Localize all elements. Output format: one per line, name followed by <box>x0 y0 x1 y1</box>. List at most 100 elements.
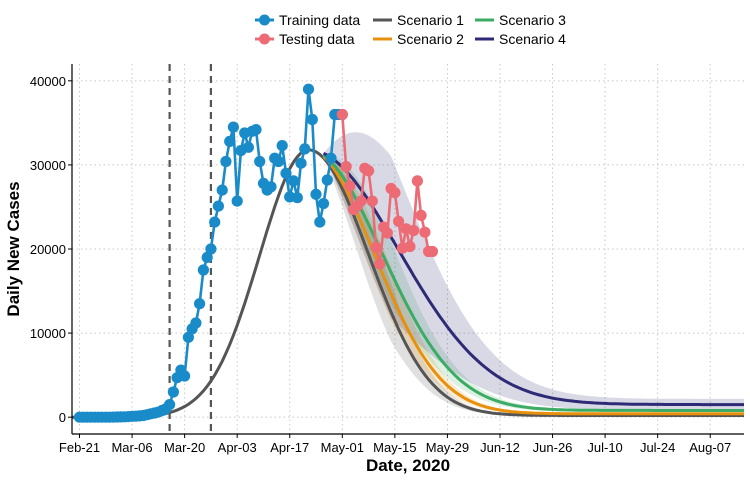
legend-label: Scenario 3 <box>499 12 566 28</box>
band-scenario-4 <box>323 132 744 411</box>
plot-area <box>72 64 744 434</box>
legend-label: Training data <box>279 12 360 28</box>
data-point <box>370 241 382 253</box>
legend-label: Scenario 2 <box>397 31 464 47</box>
data-point <box>426 245 438 258</box>
data-point <box>408 224 420 237</box>
data-point <box>182 331 194 343</box>
data-point <box>363 165 375 177</box>
legend-item-testing-data: Testing data <box>255 31 355 47</box>
y-tick-label: 40000 <box>30 74 66 89</box>
x-tick-label: Aug-07 <box>689 440 731 455</box>
data-point <box>340 161 352 173</box>
x-tick-label: Jun-26 <box>533 440 573 455</box>
series-training-data <box>73 83 348 423</box>
legend-marker <box>259 14 270 26</box>
data-point <box>179 370 191 382</box>
grid <box>72 64 744 434</box>
data-point <box>276 140 288 152</box>
y-tick-label: 0 <box>59 410 66 425</box>
legend-item-scenario-3: Scenario 3 <box>475 12 566 28</box>
y-tick-label: 30000 <box>30 158 66 173</box>
legend-label: Testing data <box>279 31 355 47</box>
data-point <box>325 152 337 164</box>
x-tick-label: Apr-17 <box>270 440 309 455</box>
x-tick-label: Jun-12 <box>480 440 520 455</box>
data-point <box>265 181 277 193</box>
x-axis-title: Date, 2020 <box>366 456 450 475</box>
data-point <box>216 184 228 196</box>
y-axis-title: Daily New Cases <box>4 181 23 316</box>
data-point <box>164 399 176 411</box>
data-point <box>314 216 326 228</box>
data-point <box>280 167 292 179</box>
data-point <box>194 298 206 310</box>
legend-item-scenario-1: Scenario 1 <box>373 12 464 28</box>
data-point <box>355 195 367 207</box>
data-point <box>231 195 243 207</box>
legend-label: Scenario 1 <box>397 12 464 28</box>
data-point <box>302 83 315 95</box>
data-point <box>201 251 213 263</box>
data-point <box>393 215 405 227</box>
line-scenario-1 <box>72 148 744 419</box>
data-point <box>306 113 318 126</box>
x-tick-label: Jul-24 <box>640 440 675 455</box>
scenario-lines <box>72 148 744 419</box>
data-point <box>220 155 232 168</box>
x-tick-label: May-29 <box>426 440 469 455</box>
data-point <box>336 108 348 121</box>
x-tick-label: Mar-06 <box>111 440 152 455</box>
tick-labels: Feb-21 Mar-06 Mar-20 Apr-03 Apr-17 May-01 May-… <box>30 74 731 455</box>
data-point <box>317 198 330 210</box>
data-point <box>374 258 386 270</box>
data-point <box>415 209 427 221</box>
data-point <box>224 135 236 147</box>
legend-item-training-data: Training data <box>255 12 360 28</box>
data-point <box>299 143 311 155</box>
band-scenario-3 <box>323 155 744 412</box>
data-point <box>287 175 300 187</box>
data-point <box>227 121 239 133</box>
x-tick-label: May-15 <box>373 440 416 455</box>
data-point <box>250 124 262 136</box>
y-tick-label: 10000 <box>30 326 66 341</box>
data-point <box>310 188 322 200</box>
data-point <box>419 226 431 238</box>
data-point <box>254 155 266 168</box>
x-tick-label: Mar-20 <box>164 440 205 455</box>
data-point <box>272 155 285 168</box>
data-point <box>411 175 423 187</box>
data-point <box>212 200 224 212</box>
series-testing-data <box>336 108 438 270</box>
legend-item-scenario-2: Scenario 2 <box>373 31 464 47</box>
y-tick-label: 20000 <box>30 242 66 257</box>
data-point <box>366 195 378 207</box>
x-tick-label: May-01 <box>321 440 364 455</box>
data-point <box>167 386 179 398</box>
data-series <box>73 83 438 423</box>
legend-item-scenario-4: Scenario 4 <box>475 31 566 47</box>
legend: Training data Testing data Scenario 1 Scena… <box>255 12 566 47</box>
x-tick-label: Feb-21 <box>59 440 100 455</box>
legend-label: Scenario 4 <box>499 31 566 47</box>
data-point <box>344 180 356 192</box>
data-point <box>404 240 416 253</box>
data-point <box>209 216 221 228</box>
data-point <box>242 141 254 153</box>
data-point <box>381 227 393 239</box>
data-point <box>190 317 202 329</box>
line-scenario-2 <box>322 155 744 416</box>
data-point <box>321 174 333 186</box>
data-point <box>291 192 303 204</box>
line-scenario-3 <box>322 154 744 412</box>
data-point <box>295 157 307 169</box>
data-point <box>389 187 401 199</box>
line-scenario-4 <box>322 151 744 407</box>
scenario-bands <box>323 132 744 416</box>
x-tick-label: Jul-10 <box>587 440 622 455</box>
legend-marker <box>259 33 270 45</box>
data-point <box>205 243 217 255</box>
data-point <box>197 264 209 276</box>
